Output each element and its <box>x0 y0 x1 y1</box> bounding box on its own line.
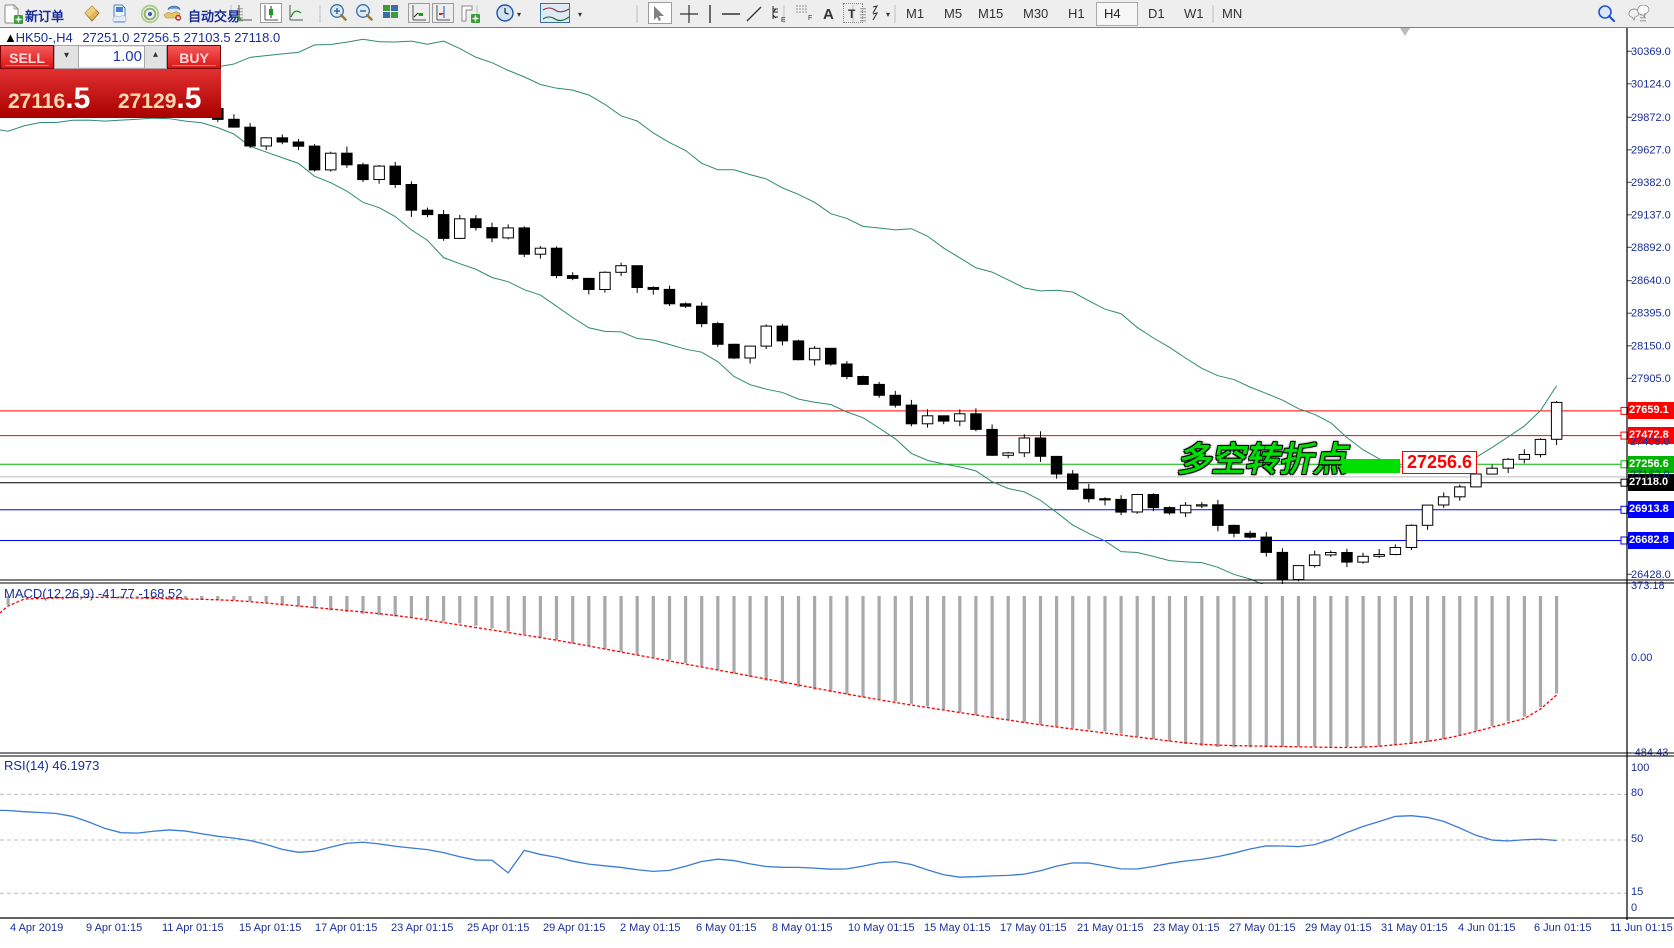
svg-text:E: E <box>781 17 786 23</box>
svg-text:T: T <box>848 7 856 21</box>
svg-text:F: F <box>808 15 812 22</box>
